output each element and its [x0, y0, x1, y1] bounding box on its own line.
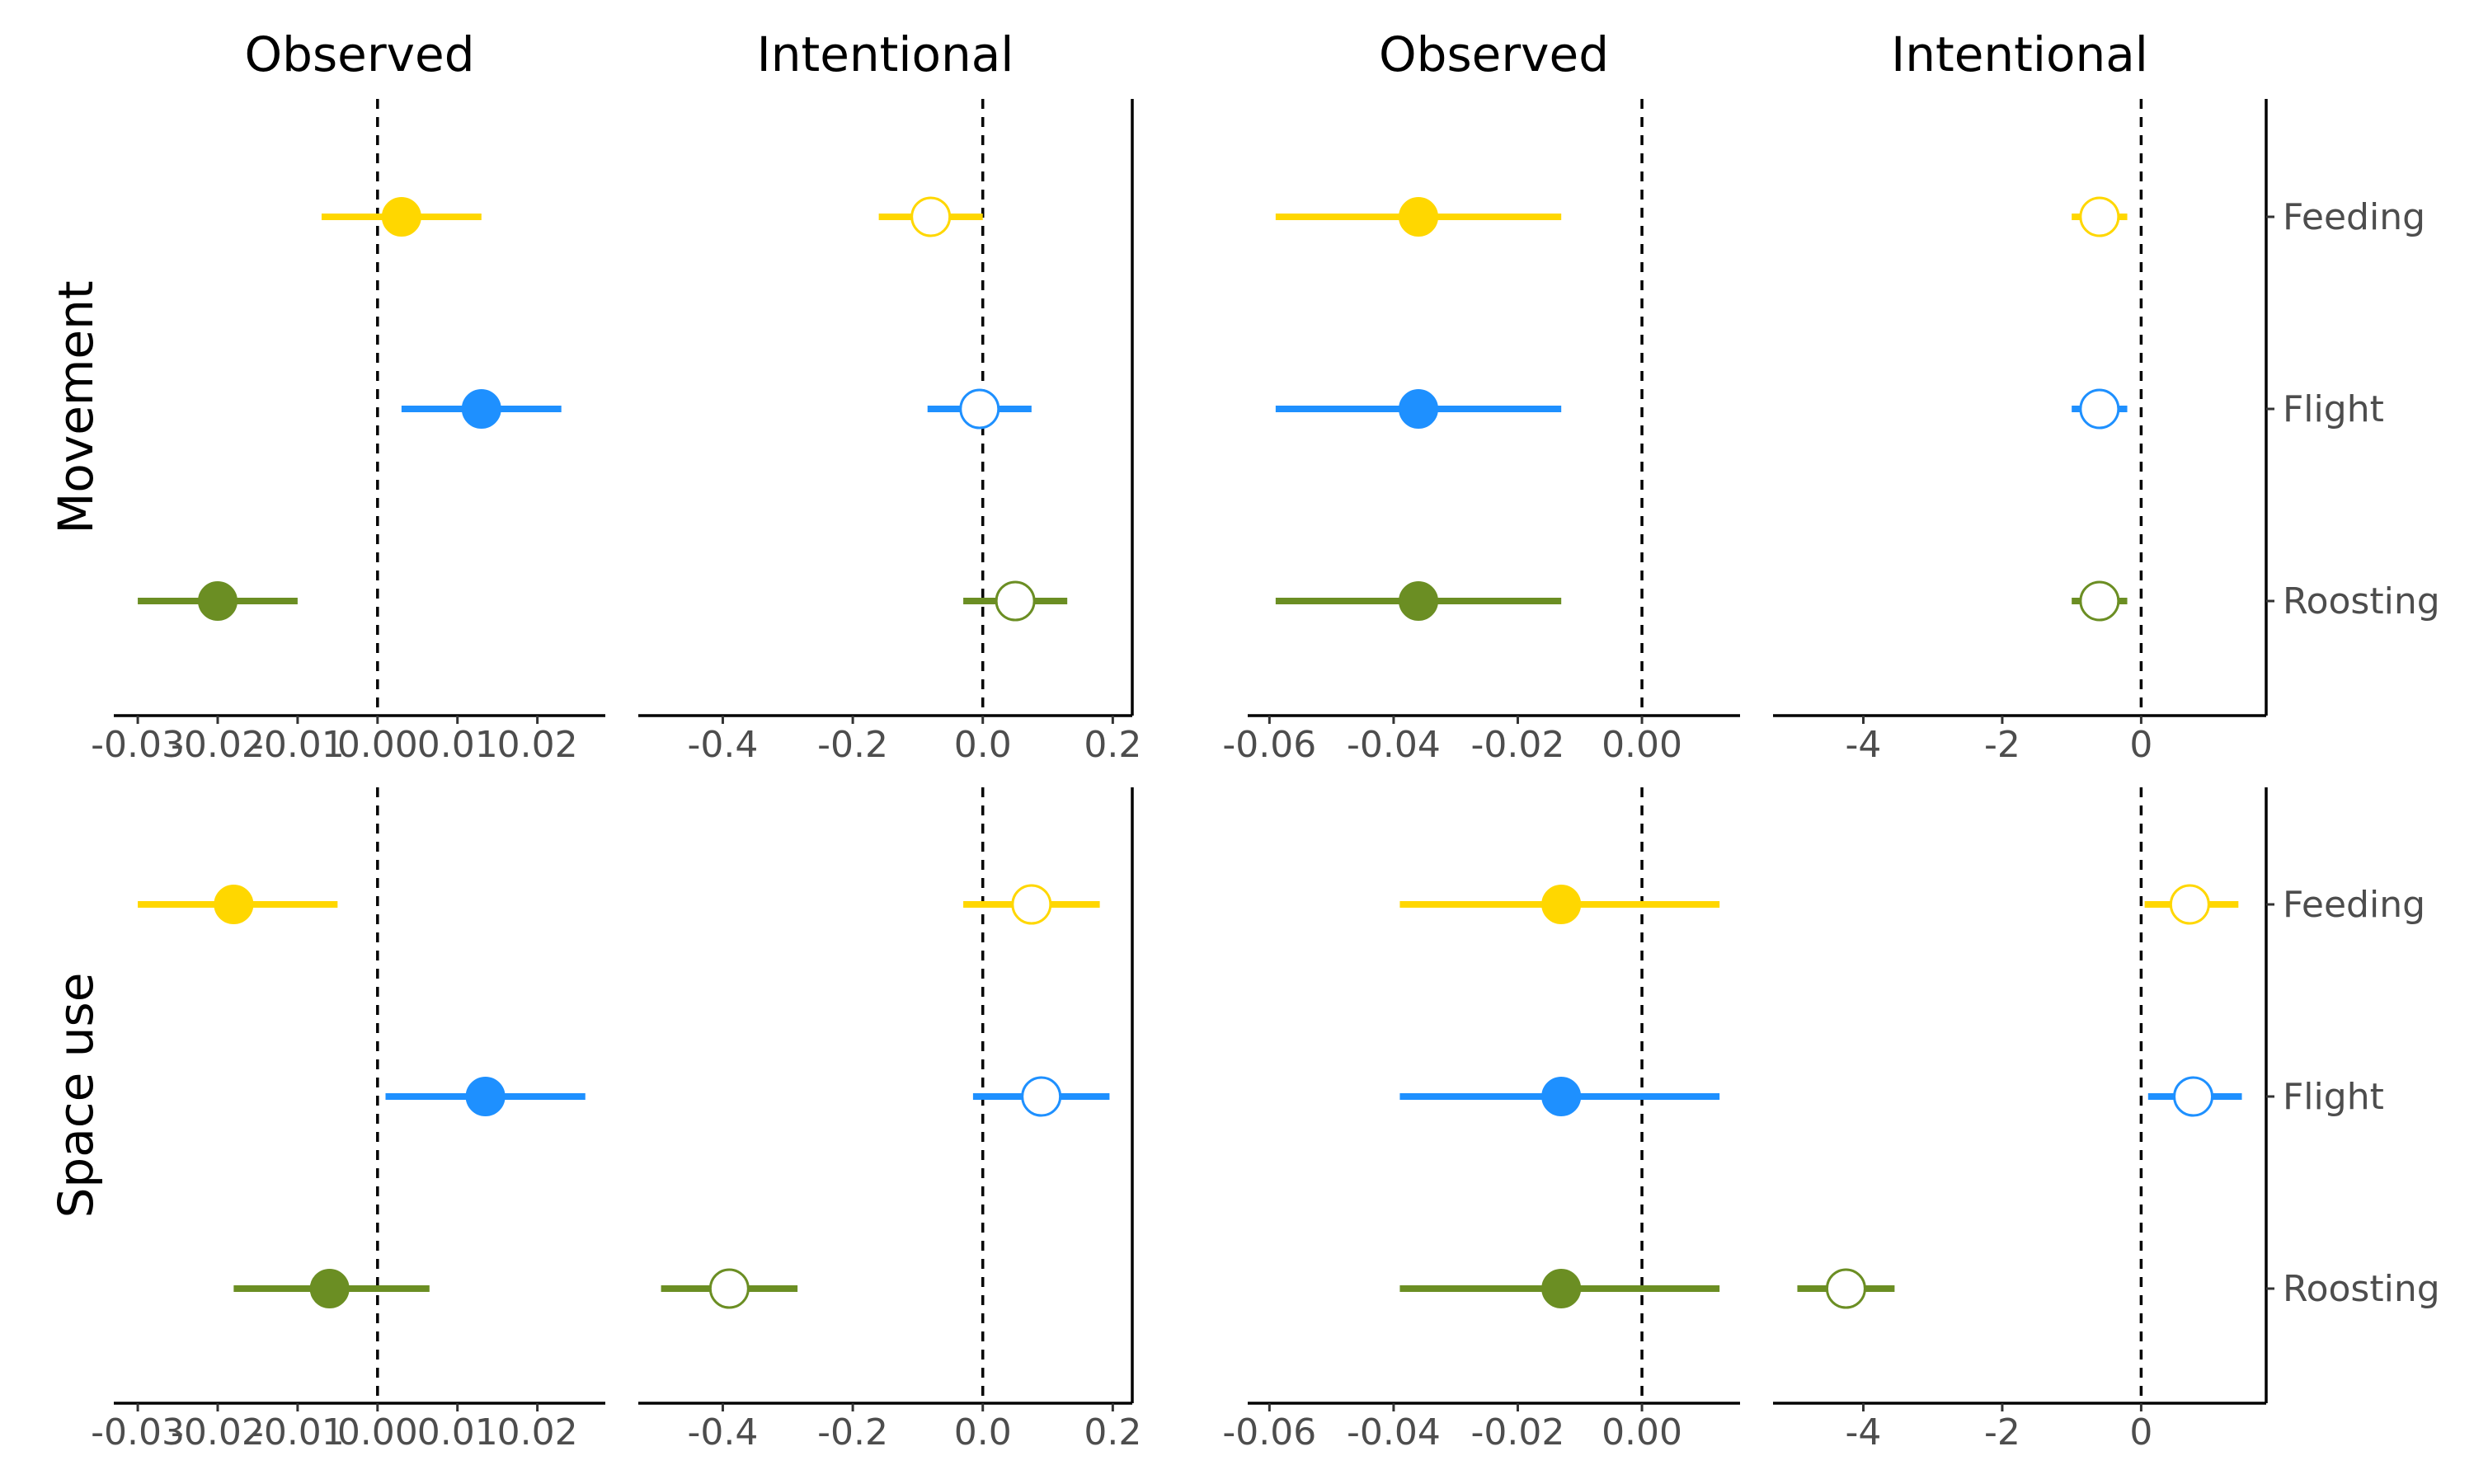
estimate-point-feeding [214, 885, 254, 924]
x-tick-label: -0.03 [91, 724, 185, 766]
estimate-point-roosting [1399, 581, 1439, 621]
x-tick-label: 0.0 [954, 724, 1012, 766]
x-tick-label: 0.00 [1602, 1411, 1682, 1453]
estimate-point-roosting [2079, 580, 2120, 622]
panel-movement-col-1: -0.03-0.02-0.010.000.010.02 [91, 99, 605, 766]
x-tick-label: 0 [2129, 724, 2152, 766]
x-tick-label: 0.02 [497, 724, 578, 766]
row-title-space-use: Space use [48, 973, 104, 1219]
estimate-point-flight [1541, 1077, 1582, 1116]
estimate-point-roosting [309, 1269, 350, 1308]
column-title-1: Observed [244, 26, 474, 82]
row-title-movement: Movement [48, 280, 104, 533]
x-tick-label: 0.00 [337, 724, 418, 766]
x-tick-label: 0.2 [1084, 724, 1141, 766]
x-tick-label: 0.02 [497, 1411, 578, 1453]
x-tick-label: -0.4 [688, 1411, 759, 1453]
panel-movement-col-4: -4 -2 0 Feeding Flight Roosting [1773, 99, 2440, 766]
column-title-2: Intentional [757, 26, 1014, 82]
category-label-roosting: Roosting [2283, 1268, 2440, 1310]
x-tick-label: -2 [1984, 1411, 2020, 1453]
x-tick-label: -0.02 [171, 724, 265, 766]
estimate-point-roosting [1825, 1268, 1866, 1309]
x-tick-label: -4 [1846, 1411, 1882, 1453]
x-tick-label: 0.0 [954, 1411, 1012, 1453]
category-label-flight: Flight [2283, 1076, 2384, 1118]
x-tick-label: 0.01 [417, 1411, 498, 1453]
estimate-point-flight [1399, 389, 1439, 429]
estimate-point-flight [959, 388, 1000, 430]
estimate-point-feeding [1011, 884, 1052, 925]
estimate-point-flight [2079, 388, 2120, 430]
panel-space-use-col-1: -0.03-0.02-0.010.000.010.02 [91, 787, 605, 1453]
estimate-point-feeding [1399, 197, 1439, 237]
estimate-point-flight [2173, 1076, 2214, 1117]
panel-space-use-col-4: -4 -2 0 Feeding Flight Roosting [1773, 787, 2440, 1453]
estimate-point-roosting [1541, 1269, 1582, 1308]
x-tick-label: 0.01 [417, 724, 498, 766]
estimate-point-feeding [2169, 884, 2210, 925]
x-tick-label: 0.00 [337, 1411, 418, 1453]
category-label-roosting: Roosting [2283, 580, 2440, 622]
estimate-point-roosting [995, 580, 1036, 622]
x-tick-label: -0.04 [1347, 1411, 1441, 1453]
x-tick-label: -0.2 [817, 724, 888, 766]
x-tick-label: -0.4 [688, 724, 759, 766]
panel-space-use-col-3: -0.06 -0.04 -0.02 0.00 [1222, 787, 1740, 1453]
estimate-point-feeding [2079, 196, 2120, 237]
x-tick-label: -0.03 [91, 1411, 185, 1453]
estimate-point-flight [465, 1077, 506, 1116]
estimate-point-flight [1021, 1076, 1062, 1117]
x-tick-label: 0.2 [1084, 1411, 1141, 1453]
estimate-point-roosting [708, 1268, 750, 1309]
x-tick-label: -0.01 [251, 724, 345, 766]
x-tick-label: -2 [1984, 724, 2020, 766]
x-tick-label: 0.00 [1602, 724, 1682, 766]
x-tick-label: -0.02 [171, 1411, 265, 1453]
panel-movement-col-2: -0.4 -0.2 0.0 0.2 [638, 99, 1141, 766]
column-title-4: Intentional [1891, 26, 2148, 82]
x-tick-label: -0.06 [1222, 724, 1316, 766]
x-tick-label: -0.02 [1471, 724, 1565, 766]
x-tick-label: -4 [1846, 724, 1882, 766]
panel-space-use-col-2: -0.4 -0.2 0.0 0.2 [638, 787, 1141, 1453]
x-tick-label: -0.06 [1222, 1411, 1316, 1453]
x-tick-label: -0.02 [1471, 1411, 1565, 1453]
x-tick-label: 0 [2129, 1411, 2152, 1453]
category-label-feeding: Feeding [2283, 884, 2425, 926]
category-label-flight: Flight [2283, 388, 2384, 430]
estimate-point-feeding [910, 196, 952, 237]
column-title-3: Observed [1379, 26, 1609, 82]
x-tick-label: -0.04 [1347, 724, 1441, 766]
category-label-feeding: Feeding [2283, 196, 2425, 238]
panel-movement-col-3: -0.06 -0.04 -0.02 0.00 [1222, 99, 1740, 766]
estimate-point-flight [461, 389, 501, 429]
x-tick-label: -0.2 [817, 1411, 888, 1453]
estimate-point-roosting [197, 581, 238, 621]
estimate-point-feeding [1541, 885, 1582, 924]
x-tick-label: -0.01 [251, 1411, 345, 1453]
estimate-point-feeding [381, 197, 421, 237]
